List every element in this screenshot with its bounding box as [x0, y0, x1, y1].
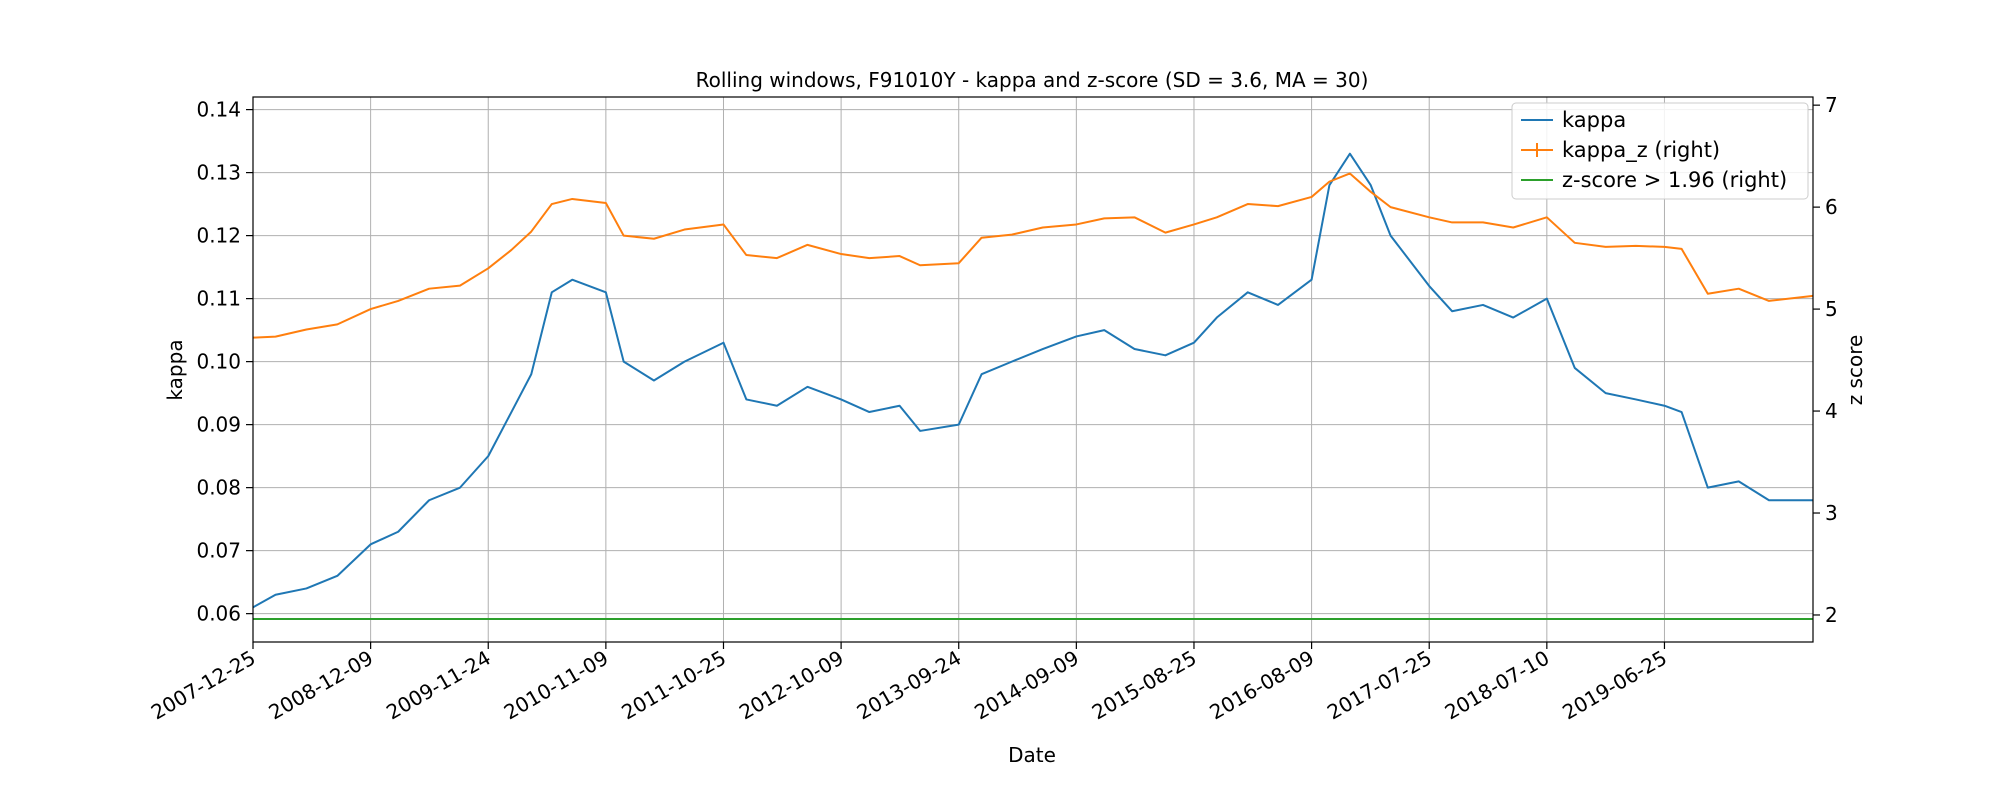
y-tick-label-right: 4: [1825, 399, 1838, 423]
x-axis-label: Date: [1008, 743, 1056, 767]
series-line-0: [253, 152, 1813, 609]
y-tick-label-left: 0.09: [196, 413, 241, 437]
y-tick-label-left: 0.06: [196, 602, 241, 626]
y-tick-label-right: 3: [1825, 501, 1838, 525]
legend-label-kappa: kappa: [1562, 108, 1626, 132]
y-tick-label-left: 0.12: [196, 224, 241, 248]
y-axis-left: 0.06 0.07 0.08 0.09 0.10 0.11 0.12 0.13 0.14: [196, 98, 253, 626]
y-axis-left-label: kappa: [163, 339, 187, 400]
legend-label-kappa-z: kappa_z (right): [1562, 138, 1720, 163]
legend: kappa kappa_z (right) z-score > 1.96 (ri…: [1511, 102, 1809, 200]
y-tick-label-right: 7: [1825, 93, 1838, 117]
y-tick-label-right: 2: [1825, 603, 1838, 627]
y-tick-label-left: 0.13: [196, 161, 241, 185]
y-tick-label-left: 0.14: [196, 98, 241, 122]
series-layer: [253, 152, 1813, 621]
series-line-1: [253, 172, 1813, 339]
y-tick-label-left: 0.07: [196, 539, 241, 563]
grid: [252, 97, 1813, 642]
plot-frame: [252, 96, 1814, 643]
y-tick-label-right: 6: [1825, 195, 1838, 219]
y-axis-right-label: z score: [1843, 335, 1867, 406]
chart-title: Rolling windows, F91010Y - kappa and z-s…: [696, 68, 1369, 92]
legend-box: [1511, 102, 1809, 200]
y-tick-label-left: 0.08: [196, 476, 241, 500]
legend-label-threshold: z-score > 1.96 (right): [1562, 168, 1787, 192]
y-tick-label-left: 0.11: [196, 287, 241, 311]
y-axis-right: 2 3 4 5 6 7: [1813, 93, 1838, 627]
y-tick-label-right: 5: [1825, 297, 1838, 321]
y-tick-label-left: 0.10: [196, 350, 241, 374]
